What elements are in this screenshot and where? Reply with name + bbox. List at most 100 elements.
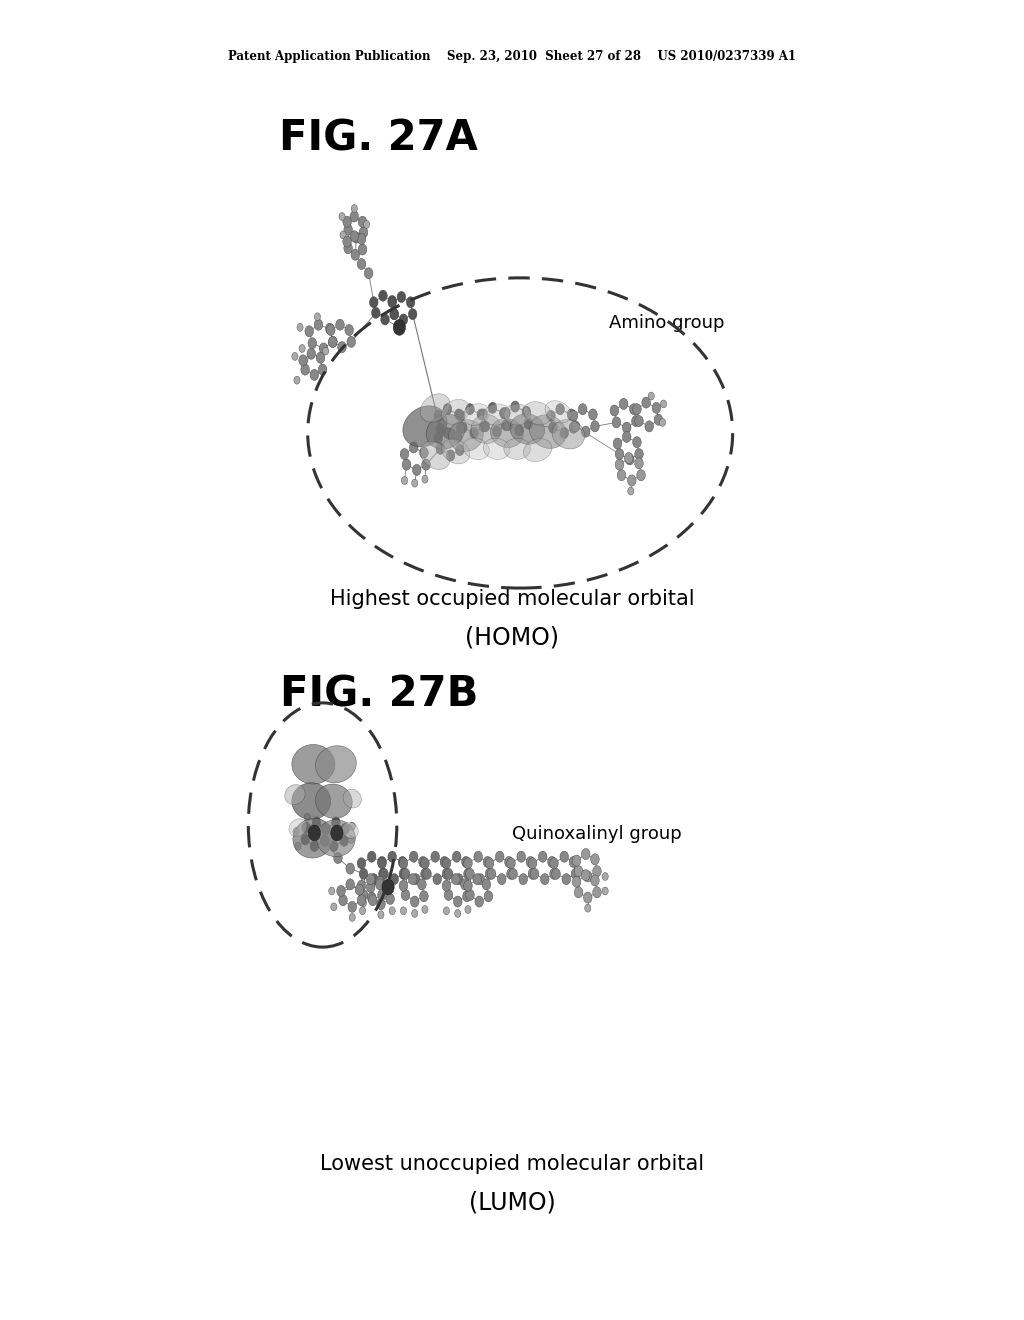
Circle shape [399,880,408,891]
Circle shape [652,403,660,413]
Circle shape [582,870,590,880]
Circle shape [447,429,456,440]
Circle shape [359,890,368,900]
Circle shape [582,426,590,437]
Circle shape [550,858,558,869]
Circle shape [454,896,462,907]
Circle shape [334,853,342,863]
Circle shape [357,858,366,869]
Circle shape [482,879,490,890]
Circle shape [465,906,471,913]
Circle shape [481,421,489,432]
Circle shape [344,243,352,253]
Circle shape [422,475,428,483]
Circle shape [297,323,303,331]
Circle shape [409,874,417,884]
Circle shape [407,297,415,308]
Circle shape [541,874,549,884]
Circle shape [659,418,666,426]
Circle shape [572,855,581,866]
Circle shape [359,869,368,879]
Ellipse shape [316,820,355,857]
Circle shape [484,891,493,902]
Circle shape [654,414,663,425]
Circle shape [302,822,310,833]
Circle shape [477,409,485,420]
Circle shape [329,337,337,347]
Ellipse shape [449,420,483,451]
Circle shape [476,874,484,884]
Ellipse shape [504,438,530,459]
Circle shape [402,459,411,470]
Circle shape [591,854,599,865]
Circle shape [367,882,375,892]
Circle shape [455,409,463,420]
Circle shape [591,875,599,886]
Circle shape [307,348,315,359]
Circle shape [318,364,327,375]
Circle shape [352,232,360,243]
Circle shape [336,319,344,330]
Circle shape [635,449,643,459]
Circle shape [348,836,354,843]
Circle shape [357,259,366,269]
Circle shape [582,849,590,859]
Circle shape [420,447,428,458]
Circle shape [378,858,386,869]
Circle shape [584,871,592,882]
Circle shape [612,417,621,428]
Circle shape [295,842,301,850]
Circle shape [344,224,352,235]
Circle shape [305,326,313,337]
Circle shape [338,342,346,352]
Circle shape [382,879,394,895]
Circle shape [574,887,583,898]
Circle shape [359,227,368,238]
Circle shape [340,231,346,239]
Circle shape [567,409,575,420]
Circle shape [388,297,396,308]
Circle shape [372,308,380,318]
Circle shape [502,408,510,418]
Circle shape [398,857,407,867]
Circle shape [507,869,515,879]
Circle shape [434,433,442,444]
Circle shape [423,869,431,879]
Circle shape [316,352,325,363]
Circle shape [473,874,481,884]
Circle shape [632,416,640,426]
Circle shape [410,442,418,453]
Circle shape [528,858,537,869]
Ellipse shape [523,438,552,462]
Circle shape [569,857,578,867]
Ellipse shape [529,414,566,449]
Circle shape [401,477,408,484]
Circle shape [359,907,366,915]
Circle shape [368,892,376,903]
Circle shape [466,890,474,900]
Circle shape [390,874,398,884]
Circle shape [436,424,444,434]
Circle shape [464,858,472,869]
Circle shape [358,216,367,227]
Circle shape [341,824,349,834]
Circle shape [370,297,378,308]
Circle shape [401,890,410,900]
Circle shape [485,869,494,879]
Circle shape [355,884,364,895]
Circle shape [593,866,601,876]
Circle shape [350,211,358,222]
Circle shape [379,290,387,301]
Circle shape [380,869,388,879]
Text: (LUMO): (LUMO) [469,1191,555,1214]
Ellipse shape [420,393,451,422]
Ellipse shape [483,404,510,425]
Circle shape [357,880,366,891]
Ellipse shape [471,414,502,444]
Text: Quinoxalinyl group: Quinoxalinyl group [512,825,682,843]
Circle shape [388,851,396,862]
Circle shape [349,913,355,921]
Circle shape [569,422,578,433]
Circle shape [560,851,568,862]
Ellipse shape [545,401,571,422]
